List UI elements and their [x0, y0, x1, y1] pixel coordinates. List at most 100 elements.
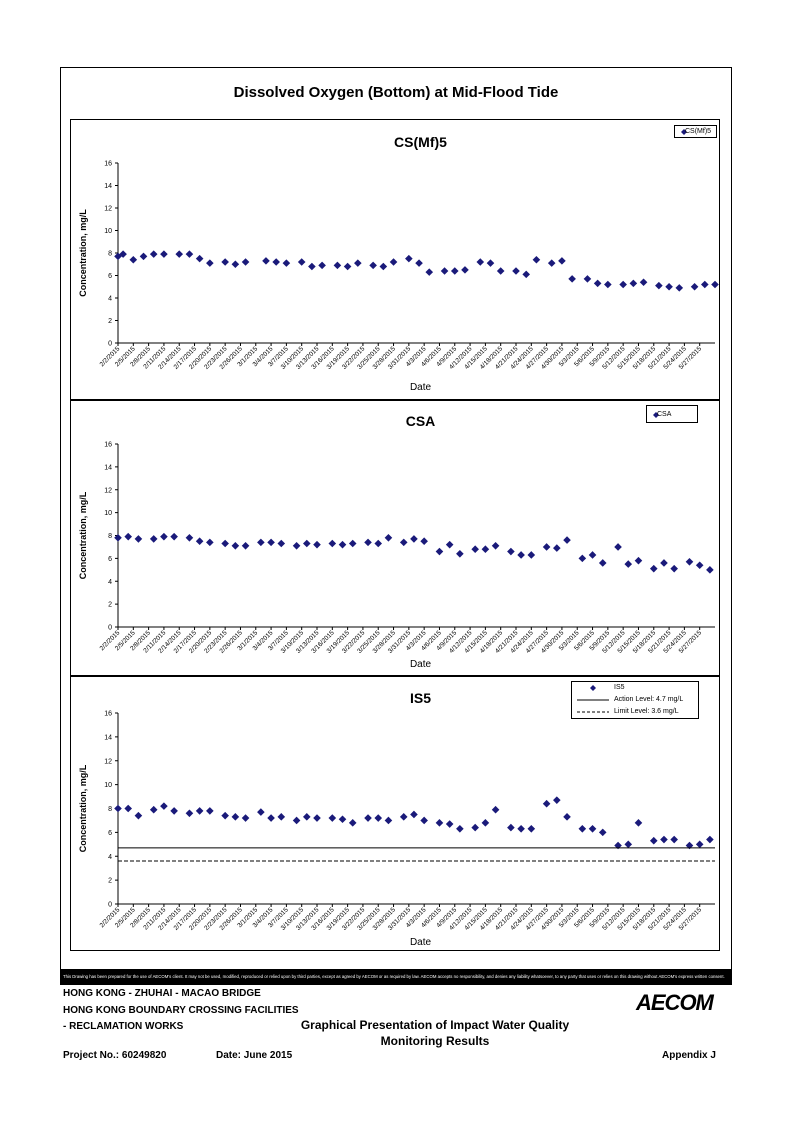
- x-axis-title: Date: [410, 937, 432, 948]
- y-tick-label: 16: [104, 711, 112, 718]
- project-line-1: HONG KONG - ZHUHAI - MACAO BRIDGE: [63, 988, 261, 999]
- y-tick-label: 12: [104, 206, 112, 213]
- data-point: [313, 814, 321, 822]
- data-point: [542, 799, 551, 808]
- data-point: [343, 262, 352, 271]
- data-point: [578, 824, 587, 833]
- diamond-marker-icon: [679, 126, 689, 138]
- data-point: [655, 281, 663, 290]
- data-point: [308, 262, 316, 271]
- y-tick-label: 4: [108, 579, 112, 586]
- data-point: [221, 258, 229, 266]
- data-point: [170, 807, 178, 815]
- y-tick-label: 10: [104, 782, 112, 789]
- y-tick-label: 2: [108, 318, 112, 325]
- data-point: [629, 279, 638, 288]
- data-point: [542, 543, 551, 551]
- data-point: [568, 275, 576, 283]
- data-point: [527, 551, 536, 559]
- data-point: [563, 536, 571, 544]
- data-point: [435, 819, 444, 827]
- data-point: [445, 820, 454, 828]
- dashed-line-icon: [576, 706, 610, 718]
- data-point: [706, 835, 714, 844]
- data-point: [522, 270, 531, 279]
- y-tick-label: 8: [108, 533, 112, 540]
- data-point: [384, 533, 393, 542]
- data-point: [614, 543, 622, 551]
- data-point: [553, 544, 561, 552]
- data-point: [507, 823, 515, 832]
- data-point: [649, 836, 658, 845]
- legend-label: CSA: [657, 411, 672, 418]
- data-point: [114, 804, 122, 813]
- data-point: [170, 532, 178, 541]
- y-axis-title: Concentration, mg/L: [78, 209, 88, 297]
- data-point: [685, 841, 694, 850]
- data-point: [450, 267, 459, 275]
- data-point: [302, 539, 311, 548]
- y-tick-label: 2: [108, 878, 112, 885]
- data-point: [338, 540, 347, 549]
- y-tick-label: 2: [108, 602, 112, 609]
- data-point: [267, 814, 275, 822]
- y-tick-label: 6: [108, 273, 112, 280]
- data-point: [604, 280, 612, 289]
- diamond-marker-icon: [651, 409, 661, 421]
- data-point: [364, 538, 372, 547]
- data-point: [639, 278, 648, 287]
- y-tick-label: 14: [104, 464, 112, 471]
- data-point: [369, 261, 377, 270]
- data-point: [456, 824, 464, 833]
- data-point: [547, 259, 556, 267]
- data-point: [160, 532, 168, 541]
- data-point: [695, 840, 704, 849]
- data-point: [292, 541, 301, 550]
- data-point: [149, 250, 158, 258]
- y-tick-label: 16: [104, 442, 112, 449]
- y-tick-label: 14: [104, 183, 112, 190]
- data-point: [206, 538, 214, 547]
- data-point: [578, 554, 587, 563]
- y-tick-label: 6: [108, 556, 112, 563]
- y-tick-label: 10: [104, 228, 112, 235]
- data-point: [231, 813, 240, 821]
- data-point: [185, 250, 194, 258]
- legend-entry-is5: IS5: [572, 682, 698, 694]
- data-point: [706, 566, 714, 574]
- chart-panel-csa: CSA 0 2 4 6 8 10 12 14 16 Concentration, mg/L 2/2/2…: [70, 400, 720, 676]
- data-point: [195, 537, 204, 546]
- data-point: [420, 537, 428, 546]
- y-axis-title: Concentration, mg/L: [78, 491, 88, 579]
- y-tick-label: 8: [108, 806, 112, 813]
- report-title: Graphical Presentation of Impact Water Q…: [270, 1017, 600, 1049]
- data-point: [435, 547, 444, 556]
- data-point: [598, 828, 607, 837]
- data-point: [139, 252, 148, 261]
- data-point: [486, 259, 495, 267]
- data-point: [149, 535, 158, 543]
- data-point: [695, 561, 704, 570]
- legend-entry-csa: CSA: [647, 409, 697, 421]
- y-tick-label: 16: [104, 161, 112, 168]
- data-point: [313, 540, 321, 549]
- appendix-label: Appendix J: [662, 1050, 716, 1061]
- data-point: [558, 257, 566, 265]
- data-point: [364, 814, 372, 822]
- data-point: [384, 816, 393, 825]
- data-point: [328, 539, 337, 548]
- chart-title: CSA: [406, 413, 436, 429]
- y-tick-label: 0: [108, 341, 112, 348]
- y-tick-label: 10: [104, 510, 112, 517]
- project-line-2: HONG KONG BOUNDARY CROSSING FACILITIES: [63, 1005, 299, 1016]
- legend-entry-csmf5: CS(Mf)5: [675, 126, 716, 138]
- data-point: [195, 254, 204, 263]
- data-point: [185, 533, 194, 542]
- data-point: [231, 541, 240, 550]
- data-point: [206, 807, 214, 815]
- data-point: [649, 564, 658, 573]
- chart-panel-csmf5: CS(Mf)5 0 2 4 6 8 10 12 14 16 Concentration, mg/L 2…: [70, 119, 720, 400]
- data-point: [670, 564, 678, 573]
